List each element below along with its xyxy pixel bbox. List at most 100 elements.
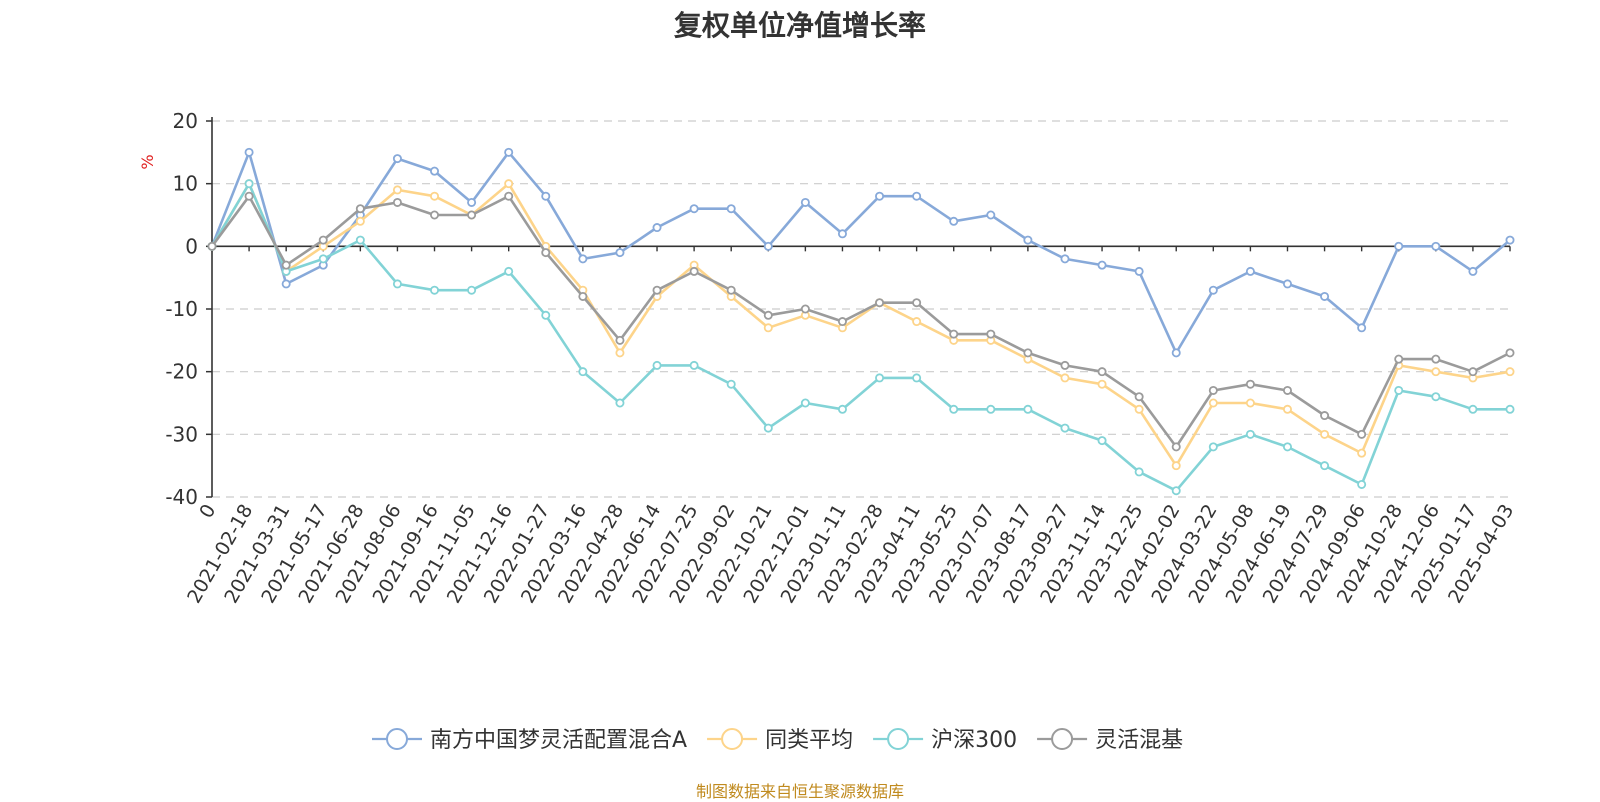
y-tick-label: 0 (185, 234, 198, 258)
data-point (615, 398, 625, 408)
data-point (689, 266, 699, 276)
data-point (318, 235, 328, 245)
data-point (1320, 411, 1330, 421)
data-point (1208, 398, 1218, 408)
legend-label: 灵活混基 (1095, 728, 1183, 753)
data-point (1394, 354, 1404, 364)
data-point (1357, 429, 1367, 439)
data-point (1097, 436, 1107, 446)
data-point (355, 204, 365, 214)
data-point (1394, 241, 1404, 251)
legend-marker (721, 728, 744, 750)
data-point (1282, 404, 1292, 414)
series-1 (207, 179, 1515, 471)
legend-marker (1051, 728, 1074, 750)
data-point (467, 197, 477, 207)
data-point (1023, 348, 1033, 358)
data-point (1023, 404, 1033, 414)
legend-label: 沪深300 (931, 728, 1017, 753)
legend-item: 南方中国梦灵活配置混合A (372, 728, 687, 753)
data-point (986, 210, 996, 220)
data-point (504, 266, 514, 276)
data-point (318, 254, 328, 264)
data-point (1357, 323, 1367, 333)
data-point (541, 248, 551, 258)
data-point (244, 191, 254, 201)
source-note: 制图数据来自恒生聚源数据库 (695, 782, 904, 801)
data-point (1357, 479, 1367, 489)
data-point (1171, 486, 1181, 496)
data-point (986, 404, 996, 414)
data-point (392, 154, 402, 164)
data-point (800, 398, 810, 408)
series-line (210, 151, 1511, 355)
data-point (652, 223, 662, 233)
data-point (392, 197, 402, 207)
data-point (912, 317, 922, 327)
data-point (1468, 404, 1478, 414)
data-point (1282, 279, 1292, 289)
data-point (1171, 442, 1181, 452)
data-point (615, 348, 625, 358)
data-point (355, 235, 365, 245)
data-point (1431, 392, 1441, 402)
data-point (837, 317, 847, 327)
data-point (355, 216, 365, 226)
data-point (504, 147, 514, 157)
data-point (1505, 348, 1515, 358)
data-point (1320, 429, 1330, 439)
data-point (430, 210, 440, 220)
data-point (467, 285, 477, 295)
data-point (726, 285, 736, 295)
data-point (1431, 241, 1441, 251)
data-point (1505, 367, 1515, 377)
data-point (1505, 235, 1515, 245)
data-point (1134, 404, 1144, 414)
data-point (578, 367, 588, 377)
data-point (281, 279, 291, 289)
data-point (1245, 398, 1255, 408)
series-3 (207, 191, 1515, 452)
legend-label: 同类平均 (765, 728, 853, 753)
legend-label: 南方中国梦灵活配置混合A (430, 728, 687, 753)
data-point (875, 298, 885, 308)
data-point (1320, 291, 1330, 301)
grid-lines (212, 120, 1510, 498)
data-point (949, 329, 959, 339)
data-point (615, 335, 625, 345)
series-line (210, 194, 1511, 449)
data-point (1357, 448, 1367, 458)
data-point (875, 373, 885, 383)
data-point (763, 310, 773, 320)
data-point (652, 285, 662, 295)
data-point (430, 285, 440, 295)
y-tick-label: 10 (173, 172, 198, 196)
chart-title: 复权单位净值增长率 (673, 9, 926, 42)
series-line (210, 182, 1510, 493)
data-point (726, 204, 736, 214)
data-point (689, 204, 699, 214)
data-point (912, 191, 922, 201)
legend-marker (386, 728, 408, 750)
series-lines (207, 147, 1515, 496)
data-point (1097, 379, 1107, 389)
data-point (1431, 367, 1441, 377)
data-point (1468, 367, 1478, 377)
data-point (912, 373, 922, 383)
data-point (467, 210, 477, 220)
data-point (763, 423, 773, 433)
data-point (875, 191, 885, 201)
data-point (430, 166, 440, 176)
data-point (912, 298, 922, 308)
axes (206, 117, 1511, 498)
data-point (652, 360, 662, 370)
legend-item: 灵活混基 (1037, 728, 1183, 753)
data-point (949, 404, 959, 414)
y-tick-label: -40 (165, 485, 198, 509)
legend: 南方中国梦灵活配置混合A 同类平均 沪深300 灵活混基 (372, 728, 1183, 753)
data-point (763, 241, 773, 251)
data-point (578, 291, 588, 301)
data-point (1245, 379, 1255, 389)
y-axis-unit-label: % (138, 154, 157, 169)
